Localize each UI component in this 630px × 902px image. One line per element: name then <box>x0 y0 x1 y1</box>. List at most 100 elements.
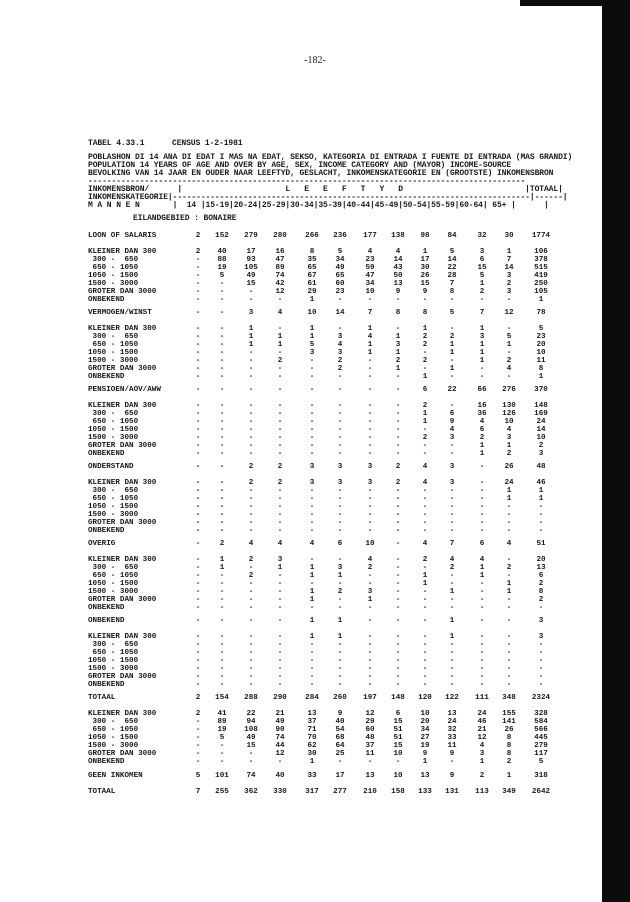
cell-45-49: 15 <box>393 742 403 750</box>
cell-45-49: - <box>395 386 401 394</box>
cell-total: 117 <box>534 750 548 758</box>
cell-65+: - <box>506 349 512 357</box>
cell-30-34: 62 <box>307 742 317 750</box>
cell-60-64: 15 <box>477 264 487 272</box>
no-income-row: GEEN INKOMEN 5 101 74 40 33 17 13 10 13 9 2 1 318 <box>88 772 568 780</box>
cell-30-34: - <box>309 402 315 410</box>
cell-60-64: 4 <box>479 556 485 564</box>
grand-total-row: TOTAAL 7 255 362 330 317 277 210 158 133 131 113 349… <box>88 788 568 796</box>
cell-45-49: 13 <box>393 280 403 288</box>
cell-35-39: - <box>337 386 343 394</box>
cell-14: - <box>195 657 201 665</box>
cell-25-29: - <box>277 758 283 766</box>
cell-15-19: - <box>219 402 225 410</box>
cell-50-54: - <box>422 617 428 625</box>
row-label: 1050 - 1500 <box>88 580 139 588</box>
cell-55-59: 8 <box>449 288 455 296</box>
cell-total: 10 <box>536 434 546 442</box>
cell-35-39: 54 <box>335 726 345 734</box>
cell-30-34: 37 <box>307 718 317 726</box>
cell-30-34: 1 <box>309 588 315 596</box>
cell-65+: - <box>506 572 512 580</box>
table-row: GROTER DAN 3000 - - - - - - - - - - - - - <box>88 673 568 681</box>
cell-65+: 8 <box>506 750 512 758</box>
cell-15-19: - <box>219 487 225 495</box>
cell-60-64: - <box>479 580 485 588</box>
cell-30-34: 317 <box>305 788 319 796</box>
cell-14: - <box>195 373 201 381</box>
cell-14: - <box>195 280 201 288</box>
cell-50-54: - <box>422 426 428 434</box>
cell-40-44: - <box>367 649 373 657</box>
cell-35-39: - <box>337 758 343 766</box>
cell-30-34: 1 <box>309 572 315 580</box>
cell-20-24: - <box>248 402 254 410</box>
cell-20-24: 17 <box>246 248 256 256</box>
row-label: 1050 - 1500 <box>88 272 139 280</box>
cell-60-64: - <box>479 617 485 625</box>
cell-35-39: 5 <box>337 248 343 256</box>
cell-total: 8 <box>538 588 544 596</box>
row-label: KLEINER DAN 300 <box>88 556 157 564</box>
cell-25-29: 1 <box>277 333 283 341</box>
cell-45-49: 10 <box>393 772 403 780</box>
row-label: KLEINER DAN 300 <box>88 402 157 410</box>
cell-45-49: - <box>395 426 401 434</box>
cell-50-54: 20 <box>420 718 430 726</box>
cell-65+: 8 <box>506 742 512 750</box>
cell-20-24: - <box>248 519 254 527</box>
cell-60-64: - <box>479 673 485 681</box>
cell-total: 1 <box>538 373 544 381</box>
cell-40-44: 3 <box>367 588 373 596</box>
table-row: GROTER DAN 3000 - - - - - - - - - - - - - <box>88 519 568 527</box>
cell-total: 2 <box>538 442 544 450</box>
cell-25-29: 74 <box>275 272 285 280</box>
cell-30-34: 70 <box>307 734 317 742</box>
cell-55-59: 84 <box>447 232 457 240</box>
cell-35-39: - <box>337 596 343 604</box>
cell-14: - <box>195 272 201 280</box>
cell-30-34: 1 <box>309 617 315 625</box>
cell-65+: 2 <box>506 450 512 458</box>
cell-50-54: - <box>422 495 428 503</box>
cell-total: 23 <box>536 333 546 341</box>
cell-14: - <box>195 617 201 625</box>
cell-35-39: 14 <box>335 309 345 317</box>
cell-40-44: 1 <box>367 341 373 349</box>
cell-20-24: - <box>248 410 254 418</box>
table-row: 1050 - 1500 - 5 49 74 70 68 48 51 27 33 12 8 445 <box>88 734 568 742</box>
cell-20-24: 15 <box>246 280 256 288</box>
cell-50-54: 1 <box>422 410 428 418</box>
cell-40-44: - <box>367 617 373 625</box>
cell-total: 2642 <box>531 788 551 796</box>
cell-14: - <box>195 734 201 742</box>
cell-25-29: 2 <box>277 479 283 487</box>
cell-65+: 155 <box>502 710 516 718</box>
cell-25-29: - <box>277 681 283 689</box>
table-row: KLEINER DAN 300 - - - - 1 1 - - - 1 - - 3 <box>88 633 568 641</box>
cell-60-64: - <box>479 296 485 304</box>
header-line-1: INKOMENSBRON/ | L E E F T Y D |TOTAAL| <box>88 185 563 194</box>
cell-65+: - <box>506 527 512 535</box>
section-row: VERMOGEN/WINST - -3 4 10 14 7 8 8 5 7 12 78 <box>88 309 568 317</box>
cell-45-49: 2 <box>395 463 401 471</box>
cell-55-59: - <box>449 673 455 681</box>
cell-40-44: - <box>367 495 373 503</box>
cell-15-19: - <box>219 333 225 341</box>
cell-total: 10 <box>536 349 546 357</box>
cell-30-34: 61 <box>307 280 317 288</box>
cell-60-64: 3 <box>479 333 485 341</box>
cell-40-44: - <box>367 365 373 373</box>
cell-25-29: - <box>277 434 283 442</box>
cell-total: 318 <box>534 772 548 780</box>
cell-20-24: - <box>248 673 254 681</box>
cell-45-49: - <box>395 296 401 304</box>
cell-40-44: - <box>367 633 373 641</box>
cell-total: 250 <box>534 280 548 288</box>
cell-15-19: - <box>219 580 225 588</box>
cell-55-59: 122 <box>445 694 459 702</box>
cell-20-24: - <box>248 633 254 641</box>
cell-35-39: - <box>337 657 343 665</box>
table-row: GROTER DAN 3000- - -12 29 23 10 9 9 8 2 3 105 <box>88 288 568 296</box>
cell-14: - <box>195 450 201 458</box>
